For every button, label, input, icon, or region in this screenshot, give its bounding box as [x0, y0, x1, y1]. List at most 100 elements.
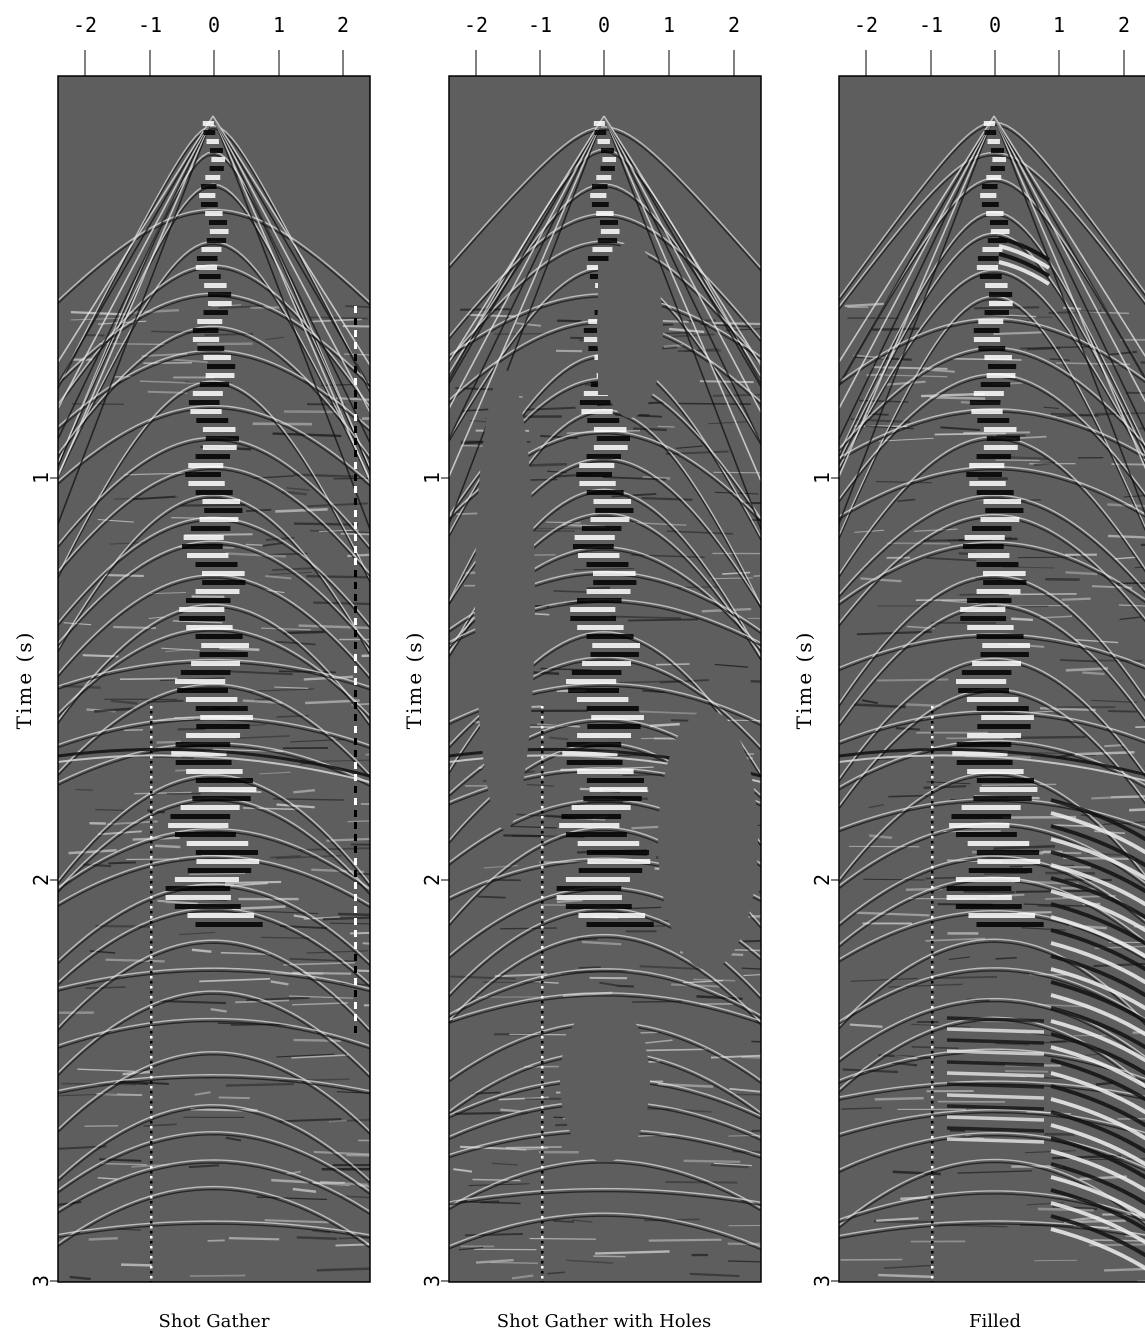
y-ticks: 1 2 3: [420, 472, 449, 1287]
near-offset-energy: [969, 481, 1006, 486]
interpolated-event: [1050, 876, 1145, 920]
bad-trace: [541, 871, 544, 874]
noise-streak: [248, 688, 315, 692]
reflection-event: [58, 1185, 370, 1246]
bad-trace: [541, 1046, 544, 1049]
near-offset-energy: [976, 778, 1034, 783]
noise-streak: [104, 574, 144, 577]
bad-trace: [150, 1226, 153, 1229]
noise-streak: [225, 880, 282, 885]
bad-trace: [150, 871, 153, 874]
bad-trace: [150, 1061, 153, 1064]
hole-region: [560, 1002, 650, 1162]
bad-trace: [541, 891, 544, 894]
noise-streak: [363, 1004, 370, 1007]
noise-streak: [306, 575, 370, 579]
noise-streak: [329, 1119, 347, 1123]
interpolated-event: [946, 1126, 1045, 1133]
noise-streak: [713, 393, 761, 397]
noise-streak: [1104, 744, 1124, 748]
near-offset-energy: [206, 139, 219, 144]
noise-streak: [683, 1159, 741, 1163]
interpolated-event: [946, 1038, 1045, 1045]
bad-trace: [150, 1261, 153, 1264]
near-offset-energy: [990, 229, 1010, 234]
bad-trace: [354, 846, 357, 853]
bad-trace: [354, 678, 357, 685]
bad-trace: [931, 1191, 934, 1194]
noise-streak: [1025, 1076, 1065, 1080]
bad-trace: [150, 986, 153, 989]
near-offset-energy: [987, 139, 1000, 144]
noise-streak: [657, 425, 675, 428]
panel-title: Filled: [969, 1311, 1021, 1332]
bad-trace: [354, 342, 357, 349]
noise-streak: [581, 940, 622, 946]
bad-trace: [931, 766, 934, 769]
bad-trace: [541, 1251, 544, 1254]
reflection-event: [449, 243, 761, 366]
x-ticks: -2 -1 0 1 2: [854, 13, 1130, 76]
x-tick-label: 0: [208, 13, 220, 37]
reflection-event: [58, 468, 370, 578]
bad-trace: [541, 1076, 544, 1079]
direct-arrival: [58, 115, 214, 479]
noise-streak: [1125, 391, 1145, 395]
noise-streak: [1005, 1070, 1048, 1073]
direct-arrival: [603, 115, 761, 532]
noise-streak: [313, 1150, 370, 1156]
near-offset-energy: [203, 355, 231, 360]
bad-trace: [150, 1041, 153, 1044]
noise-streak: [503, 834, 544, 838]
bad-trace: [931, 986, 934, 989]
bad-trace: [931, 876, 934, 879]
reflection-event: [58, 1104, 370, 1181]
near-offset-energy: [982, 643, 1030, 648]
noise-streak: [760, 1110, 761, 1113]
near-offset-energy: [984, 130, 997, 135]
noise-streak: [204, 333, 254, 336]
near-offset-energy: [577, 841, 640, 846]
near-offset-energy: [981, 184, 998, 189]
direct-arrival: [212, 115, 370, 367]
noise-streak: [113, 625, 156, 630]
direct-arrival: [993, 115, 1145, 470]
bad-trace: [541, 1151, 544, 1154]
noise-streak: [1060, 659, 1098, 663]
bad-trace: [354, 354, 357, 361]
x-tick-label: -2: [854, 13, 878, 37]
noise-streak: [58, 1145, 107, 1150]
reflection-event: [58, 1077, 370, 1095]
bad-trace: [354, 318, 357, 325]
near-offset-energy: [196, 859, 260, 864]
bad-trace: [541, 776, 544, 779]
x-tick-label: 2: [728, 13, 740, 37]
near-offset-energy: [192, 328, 219, 333]
noise-streak: [1108, 710, 1137, 713]
bad-trace: [541, 1006, 544, 1009]
near-offset-energy: [992, 157, 1007, 162]
bad-trace: [541, 866, 544, 869]
noise-streak: [1065, 571, 1098, 576]
near-offset-energy: [203, 310, 228, 315]
bad-trace: [150, 1056, 153, 1059]
near-offset-energy: [180, 805, 240, 810]
bad-trace: [354, 522, 357, 529]
interpolated-event: [998, 244, 1051, 270]
noise-streak: [494, 973, 548, 978]
reflection-event: [58, 577, 370, 680]
near-offset-energy: [956, 742, 1012, 747]
bad-trace: [541, 716, 544, 719]
noise-streak: [362, 942, 370, 945]
noise-streak: [1043, 406, 1060, 410]
bad-trace: [541, 1196, 544, 1199]
near-offset-energy: [602, 157, 617, 162]
near-offset-energy: [566, 742, 622, 747]
near-offset-energy: [201, 643, 249, 648]
bad-trace: [354, 570, 357, 577]
bad-trace: [541, 746, 544, 749]
near-offset-energy: [985, 283, 1008, 288]
noise-streak: [911, 1045, 959, 1050]
bad-trace: [931, 811, 934, 814]
bad-trace: [150, 1081, 153, 1084]
